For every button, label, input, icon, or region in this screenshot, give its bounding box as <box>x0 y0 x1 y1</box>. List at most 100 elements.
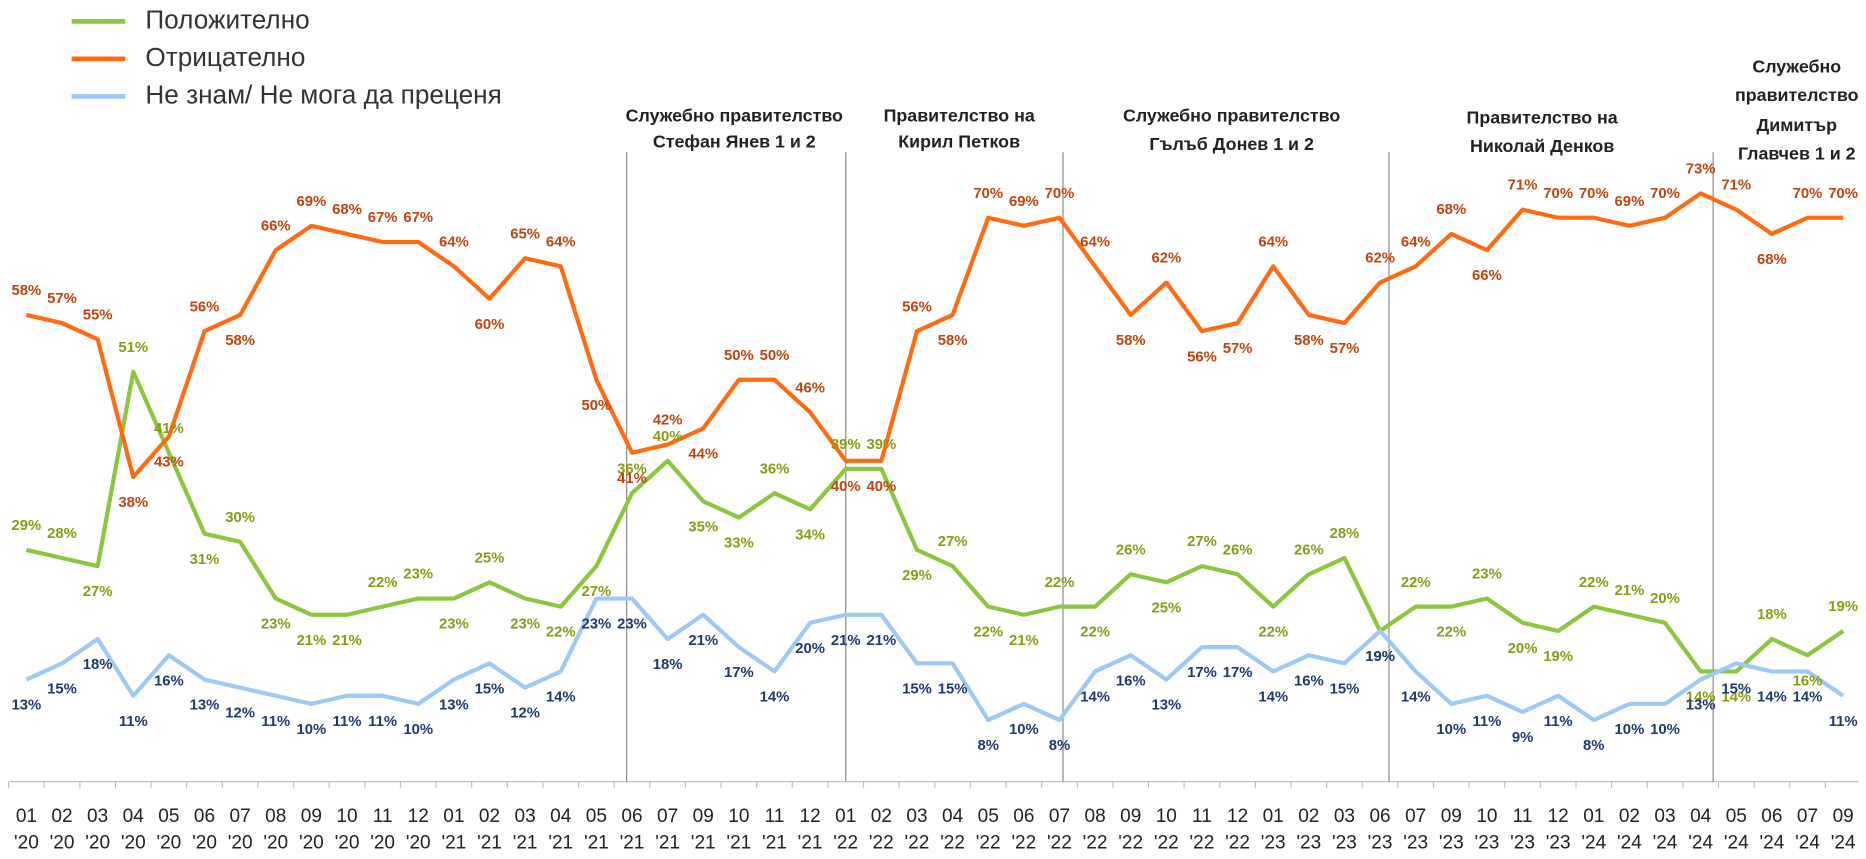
data-label: 21% <box>297 633 327 649</box>
period-label: Служебно правителство <box>626 105 843 125</box>
x-tick-label: 07 '20 <box>227 806 253 854</box>
data-label: 16% <box>1116 673 1146 689</box>
x-tick-label-box: 04 '20 <box>121 807 146 853</box>
data-label: 64% <box>546 234 576 250</box>
data-label: 13% <box>439 698 469 714</box>
data-label: 50% <box>760 348 790 364</box>
data-label: 27% <box>581 584 611 600</box>
x-tick-label: 07 '21 <box>655 806 681 854</box>
data-label: 64% <box>1258 234 1288 250</box>
x-tick-label-box: 08 '20 <box>263 807 288 853</box>
x-tick-label-box: 06 '21 <box>619 806 645 854</box>
x-tick-label: 04 '21 <box>548 806 574 854</box>
data-label: 22% <box>1080 625 1110 641</box>
x-tick-label-box: 05 '20 <box>156 807 181 853</box>
data-label: 43% <box>154 455 184 471</box>
data-label: 70% <box>973 186 1003 202</box>
x-tick-label-box: 11 '21 <box>762 807 787 853</box>
data-label: 10% <box>297 722 327 738</box>
data-label: 26% <box>1294 542 1324 558</box>
x-tick-label: 05 '22 <box>975 806 1001 854</box>
data-label: 46% <box>795 380 825 396</box>
data-label: 73% <box>1686 162 1716 178</box>
data-label: 10% <box>1009 722 1039 738</box>
data-label: 11% <box>333 714 362 730</box>
data-label: 16% <box>154 673 184 689</box>
period-label: Николай Денков <box>1470 136 1614 156</box>
data-label: 39% <box>831 437 861 453</box>
data-label: 40% <box>831 479 861 495</box>
x-tick-label: 06 '23 <box>1367 806 1393 854</box>
data-label: 35% <box>688 519 718 535</box>
data-label: 22% <box>1045 575 1075 591</box>
data-label: 17% <box>1187 665 1217 681</box>
x-tick-label: 07 '23 <box>1403 806 1429 854</box>
x-tick-label: 03 '24 <box>1652 806 1678 854</box>
x-tick-label: 10 '20 <box>334 806 360 854</box>
data-label: 58% <box>938 333 968 349</box>
data-label: 41% <box>154 421 184 437</box>
x-tick-label-box: 01 '21 <box>441 807 466 853</box>
x-tick-label: 02 '21 <box>477 806 502 854</box>
data-label: 17% <box>724 665 754 681</box>
data-label: 28% <box>1330 526 1360 542</box>
data-label: 16% <box>1793 673 1823 689</box>
x-tick-label-box: 09 '24 <box>1831 807 1856 853</box>
data-label: 22% <box>973 625 1003 641</box>
x-tick-label: 01 '20 <box>13 806 39 854</box>
x-tick-label: 02 '20 <box>49 806 75 854</box>
x-tick-label: 09 '21 <box>690 806 716 854</box>
data-label: 15% <box>475 681 505 697</box>
x-tick-label-box: 04 '21 <box>548 806 574 854</box>
data-label: 9% <box>1512 730 1533 746</box>
data-label: 13% <box>12 698 42 714</box>
x-tick-label-box: 07 '20 <box>227 806 253 854</box>
period-label: Служебно <box>1752 57 1841 77</box>
data-label: 25% <box>1151 600 1181 616</box>
x-tick-label: 01 '24 <box>1581 806 1607 854</box>
x-tick-label-box: 02 '21 <box>477 806 502 854</box>
x-tick-label: 02 '22 <box>868 806 894 854</box>
data-label: 23% <box>1472 567 1502 583</box>
series-line <box>25 369 1845 674</box>
data-label: 39% <box>866 437 896 453</box>
data-label: 11% <box>119 714 148 730</box>
data-label: 69% <box>297 194 327 210</box>
data-label: 28% <box>47 526 77 542</box>
data-label: 22% <box>546 625 576 641</box>
data-label: 66% <box>261 218 291 234</box>
x-tick-label: 11 '22 <box>1189 806 1215 854</box>
data-label: 18% <box>1757 607 1787 623</box>
x-tick-label-box: 07 '21 <box>655 806 681 854</box>
x-tick-label: 02 '24 <box>1616 806 1642 854</box>
series-line <box>25 596 1845 723</box>
data-label: 10% <box>1436 722 1466 738</box>
x-tick-label: 04 '22 <box>940 806 965 854</box>
data-label: 8% <box>977 738 998 754</box>
x-tick-label-box: 07 '24 <box>1795 806 1820 854</box>
data-label: 70% <box>1579 186 1609 202</box>
data-label: 8% <box>1583 738 1604 754</box>
x-tick-label-box: 10 '22 <box>1154 807 1179 853</box>
data-label: 19% <box>1365 649 1395 665</box>
data-label: 18% <box>653 657 683 673</box>
data-label: 15% <box>47 681 77 697</box>
data-label: 56% <box>902 299 932 315</box>
data-label: 55% <box>83 307 113 323</box>
data-label: 56% <box>190 299 220 315</box>
data-label: 15% <box>938 681 968 697</box>
x-tick-label-box: 02 '22 <box>868 806 894 854</box>
series-line <box>25 191 1844 480</box>
data-label: 21% <box>1615 583 1645 599</box>
x-tick-label: 03 '20 <box>85 806 111 854</box>
x-tick-label: 07 '24 <box>1795 806 1820 854</box>
x-tick-label-box: 01 '22 <box>833 807 858 853</box>
x-tick-label-box: 03 '23 <box>1332 807 1357 853</box>
data-label: 68% <box>332 202 362 218</box>
data-label: 22% <box>1258 625 1288 641</box>
legend-label: Не знам/ Не мога да преценя <box>145 79 501 109</box>
data-label: 23% <box>510 617 540 633</box>
x-tick-label: 06 '21 <box>619 806 645 854</box>
x-tick-label-box: 05 '21 <box>584 807 609 853</box>
data-label: 16% <box>1294 673 1324 689</box>
